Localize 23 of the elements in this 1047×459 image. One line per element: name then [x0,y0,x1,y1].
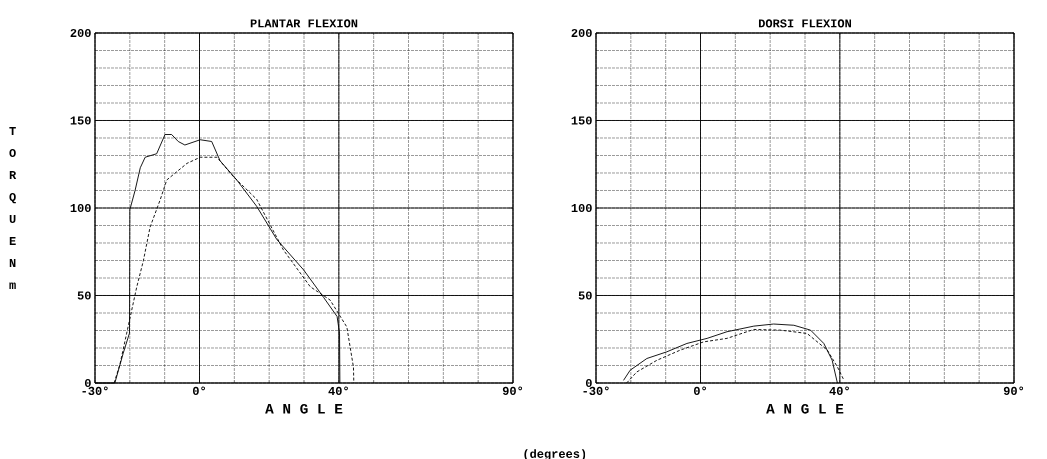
x-axis-title: A N G L E [265,403,343,414]
y-tick-label: 50 [77,291,91,300]
chart-title: PLANTAR FLEXION [250,19,358,28]
y-tick-label: 150 [571,116,592,125]
y-tick-label: 200 [571,28,592,38]
y-tick-label: 200 [70,28,91,38]
x-tick-label: 0° [192,386,205,395]
x-tick-label: 90° [502,386,523,395]
chart-title: DORSI FLEXION [758,19,852,28]
y-tick-label: 150 [70,116,91,125]
y-tick-label: 100 [70,203,91,213]
x-tick-label: 0° [693,386,706,395]
x-tick-label: -30° [583,386,609,396]
y-tick-label: 0 [585,378,592,388]
x-tick-label: 40° [328,386,348,395]
x-tick-label: -30° [82,386,108,396]
y-tick-label: 100 [571,203,592,213]
y-tick-label: 50 [578,291,592,300]
text: T O R Q U E N m [9,127,17,289]
x-tick-label: 90° [1003,386,1024,395]
y-tick-label: 0 [84,378,91,388]
x-axis-title: A N G L E [766,403,844,414]
x-tick-label: 40° [829,386,849,395]
